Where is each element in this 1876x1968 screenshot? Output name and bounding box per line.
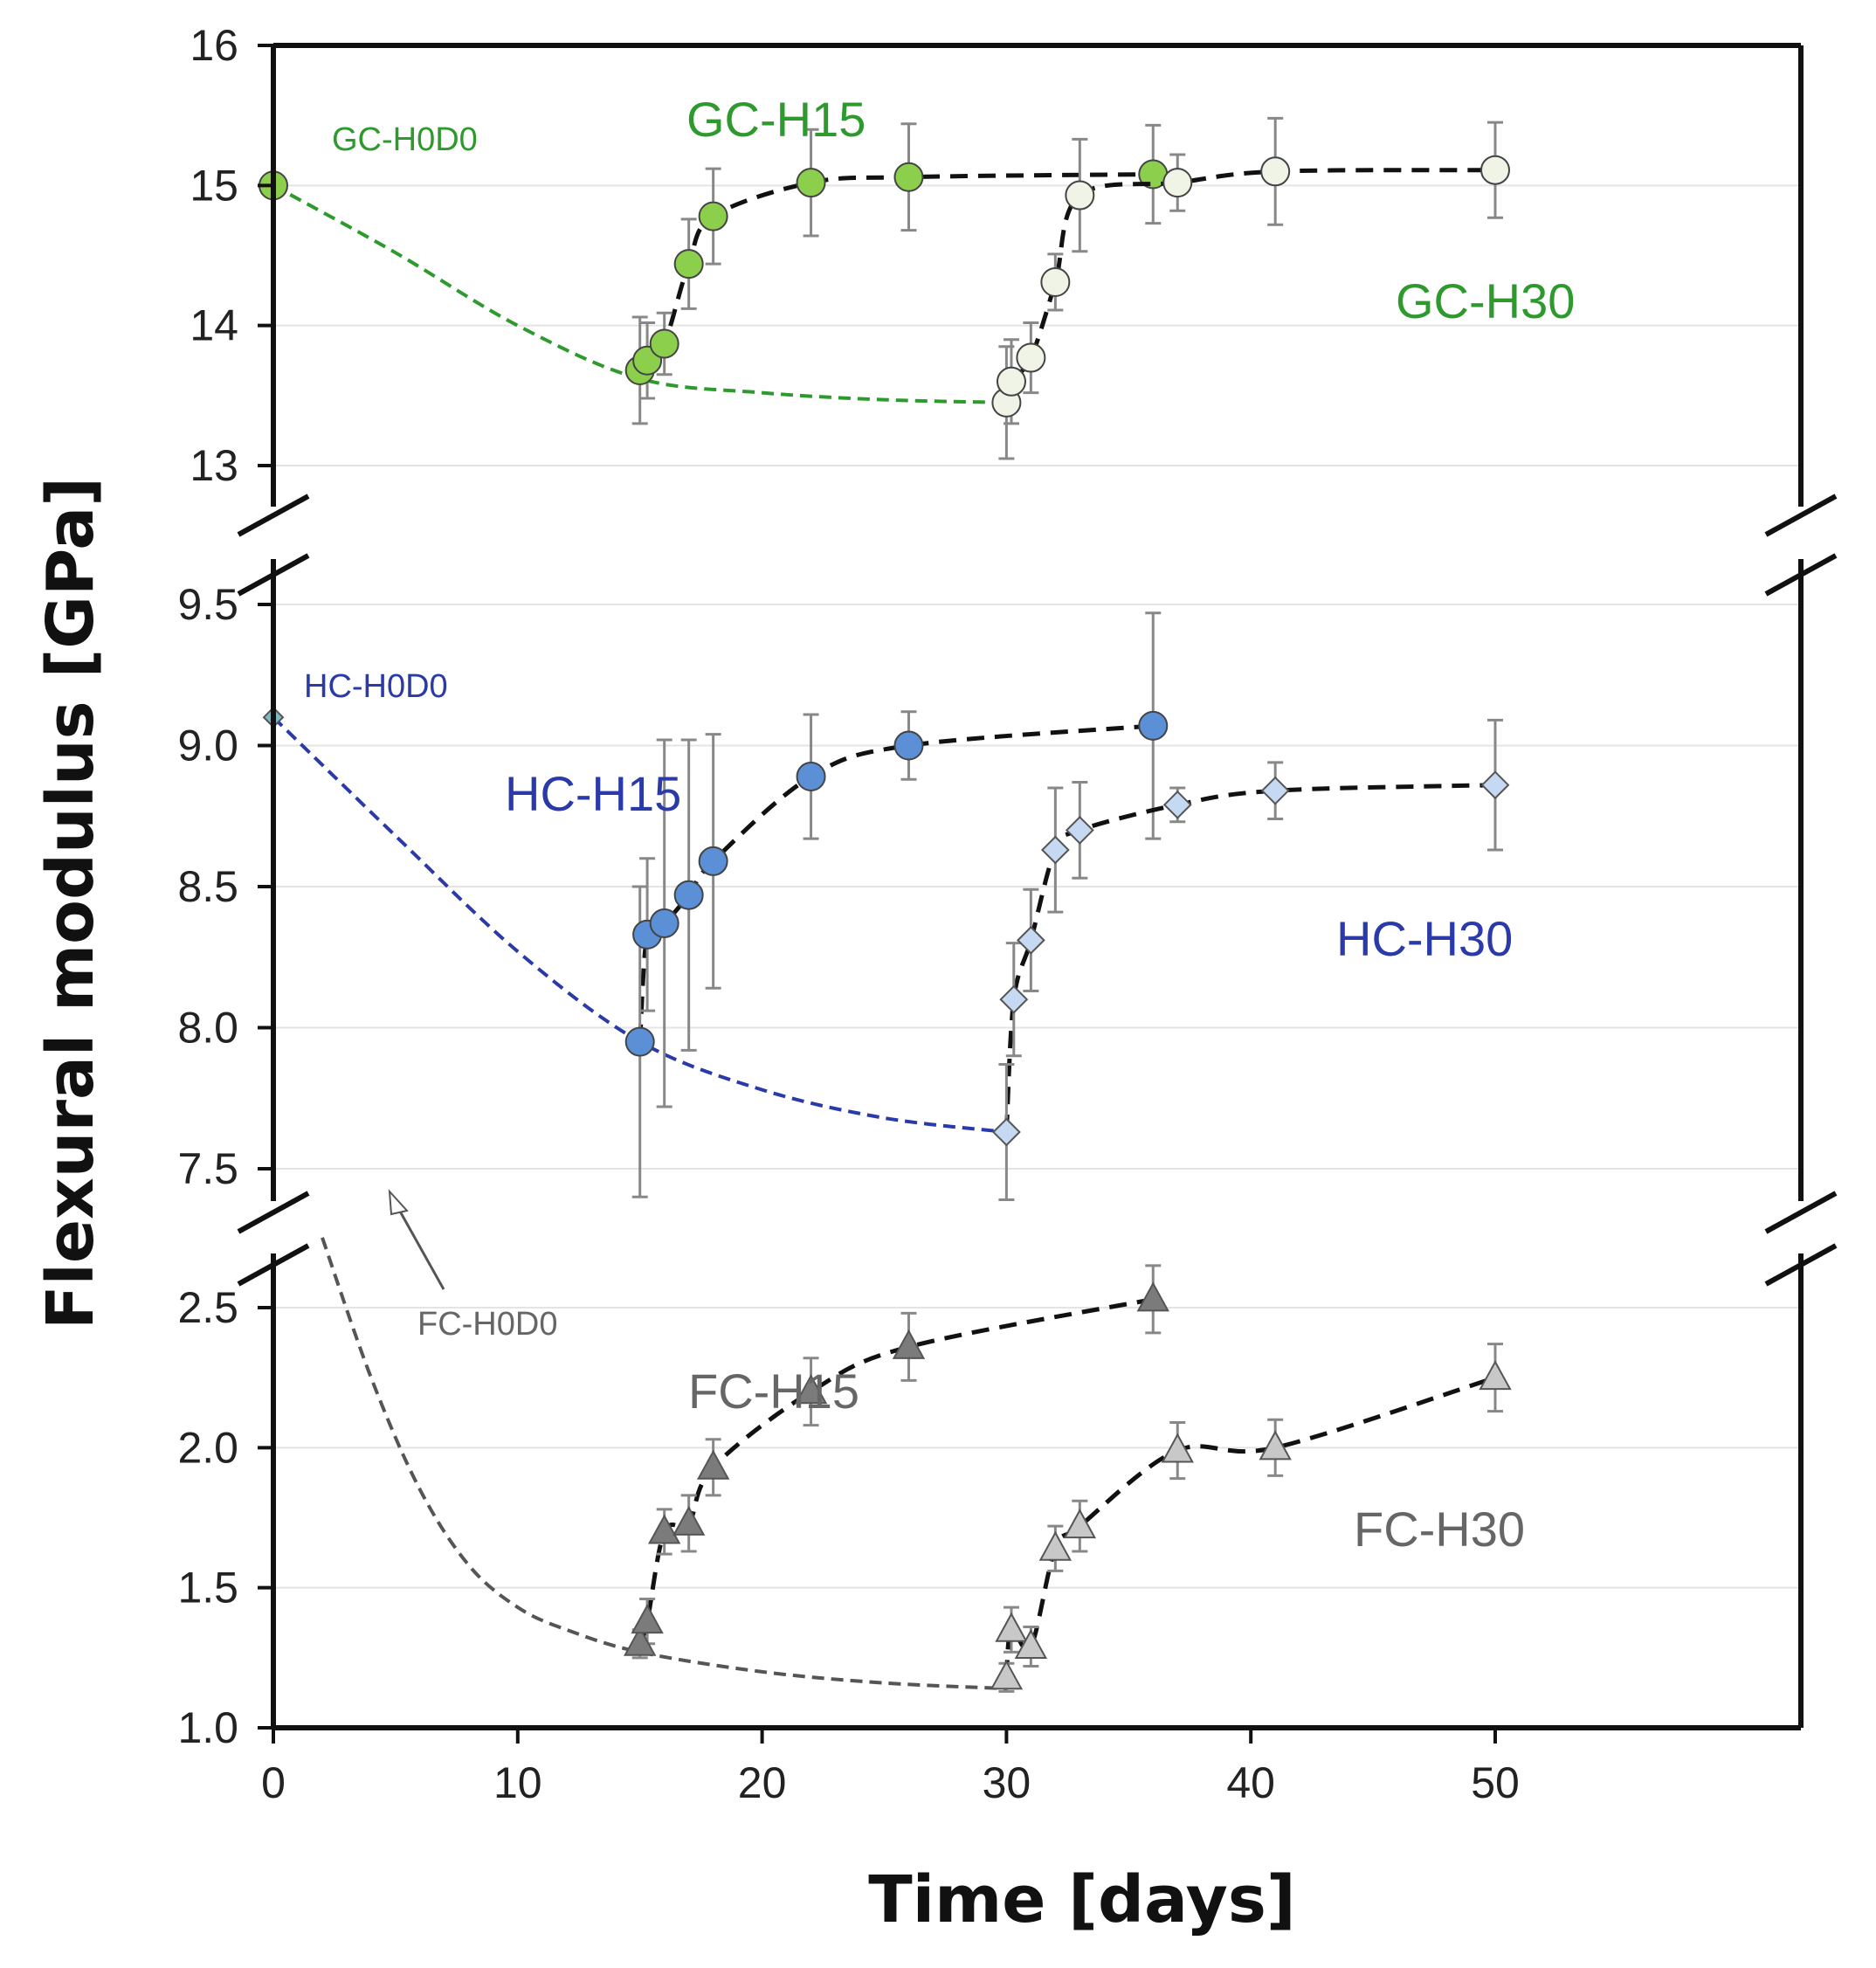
gc-h30-label: GC-H30 — [1396, 273, 1575, 328]
FC-H30-point — [1063, 1509, 1097, 1539]
FC-H30-point — [1479, 1360, 1512, 1391]
FC-H30-point — [1161, 1433, 1194, 1463]
gc-h0d0-label: GC-H0D0 — [332, 121, 478, 158]
HC-ytick-label: 9.5 — [177, 580, 238, 629]
axis-break-mark — [1764, 1243, 1838, 1287]
fc-h0d0-arrow — [393, 1201, 445, 1290]
HC-H15-point — [1138, 710, 1169, 741]
HC-H15-point — [698, 846, 728, 876]
axis-break-mark — [237, 1191, 310, 1234]
HC-ytick-label: 7.5 — [177, 1144, 238, 1193]
FC-H15-point — [647, 1514, 681, 1544]
FC-ytick-label: 1.0 — [177, 1703, 238, 1752]
HC-H15-point — [796, 762, 826, 792]
fc-h0d0-label: FC-H0D0 — [417, 1306, 557, 1343]
FC-H15-point — [892, 1329, 926, 1359]
fc-h0d0-arrowhead — [388, 1189, 409, 1216]
fc-h15-label: FC-H15 — [688, 1364, 859, 1419]
axis-ticks: 16 15 14 13 9.5 9.0 8.5 8.0 7.5 2.5 2.0 1.5 1.0 0 10 20… — [177, 21, 1519, 1807]
GC-H30-point — [1260, 156, 1291, 187]
HC-H30-point — [1480, 770, 1510, 800]
FC-H30-point — [1014, 1628, 1048, 1660]
GC-H30-point — [1016, 342, 1046, 373]
hc-h15-label: HC-H15 — [505, 766, 681, 821]
axis-break-mark — [237, 1243, 310, 1287]
HC-H30-point — [1260, 776, 1290, 805]
xtick-label: 0 — [261, 1758, 286, 1807]
GC-H30-point — [1162, 168, 1193, 198]
FC-ytick-label: 1.5 — [177, 1564, 238, 1612]
GC-ytick-label: 14 — [190, 301, 238, 350]
axis-break-mark — [1764, 1191, 1838, 1234]
GC-H30-point — [1040, 266, 1071, 297]
HC-H15-point — [673, 880, 704, 910]
FC-H15-point — [696, 1449, 730, 1480]
GC-ytick-label: 15 — [190, 161, 238, 210]
GC-H15-point — [673, 249, 704, 280]
plot-frame — [237, 43, 1838, 1730]
xtick-label: 10 — [493, 1758, 542, 1807]
HC-H30-point — [991, 1117, 1021, 1147]
GC-H30-point — [1480, 155, 1510, 185]
GC-H15-point — [796, 168, 826, 198]
HC-H30-point — [1016, 925, 1045, 955]
FC-H15-point — [672, 1505, 706, 1536]
HC-H15-point — [624, 1026, 655, 1057]
GC-H30-point — [1065, 180, 1095, 211]
FC-ytick-label: 2.0 — [177, 1423, 238, 1472]
HC-ytick-label: 9.0 — [177, 722, 238, 770]
HC-H15-point — [649, 908, 679, 938]
HC-ytick-label: 8.5 — [177, 862, 238, 911]
FC-H30-point — [990, 1660, 1024, 1690]
GC-ytick-label: 13 — [190, 441, 238, 490]
fc-h30-label: FC-H30 — [1354, 1502, 1525, 1557]
FC-H15-point — [794, 1374, 828, 1405]
xtick-label: 20 — [738, 1758, 787, 1807]
xtick-label: 40 — [1226, 1758, 1275, 1807]
HC-H30-point — [1040, 835, 1070, 865]
xtick-label: 30 — [983, 1758, 1031, 1807]
FC-ytick-label: 2.5 — [177, 1283, 238, 1332]
x-axis-title: Time [days] — [868, 1862, 1295, 1937]
GC-H30-point — [996, 366, 1026, 397]
GC-H15-point — [649, 328, 679, 359]
GC-ytick-label: 16 — [190, 21, 238, 70]
FC-degradation — [321, 1237, 1007, 1691]
annotations: GC-H0D0 GC-H15 GC-H30 HC-H0D0 HC-H15 HC-H30 FC… — [304, 92, 1575, 1557]
FC-H30-point — [1038, 1530, 1072, 1561]
axis-break-mark — [237, 494, 310, 537]
recovery-series — [259, 116, 1512, 1693]
xtick-label: 50 — [1471, 1758, 1520, 1807]
HC-H30-point — [1162, 790, 1192, 819]
GC-H15-point — [698, 201, 728, 231]
y-axis-title: Flexural modulus [GPa] — [33, 477, 108, 1329]
HC-H15-point — [893, 730, 924, 761]
axis-break-mark — [1764, 553, 1838, 597]
axis-break-mark — [1764, 494, 1838, 537]
FC-H15-point — [1136, 1281, 1169, 1312]
HC-H15-trend-line — [638, 723, 1154, 1042]
gc-h15-label: GC-H15 — [686, 92, 866, 147]
FC-H15-point — [631, 1604, 664, 1634]
HC-H30-point — [1065, 815, 1094, 845]
FC-H15-point — [624, 1626, 657, 1656]
axis-break-mark — [237, 553, 310, 597]
HC-ytick-label: 8.0 — [177, 1004, 238, 1053]
hc-h30-label: HC-H30 — [1336, 911, 1513, 966]
GC-H15-point — [893, 162, 924, 192]
HC-H30-point — [999, 984, 1029, 1014]
hc-h0d0-label: HC-H0D0 — [304, 668, 448, 705]
FC-H30-point — [995, 1612, 1028, 1642]
FC-H30-point — [1259, 1430, 1292, 1460]
